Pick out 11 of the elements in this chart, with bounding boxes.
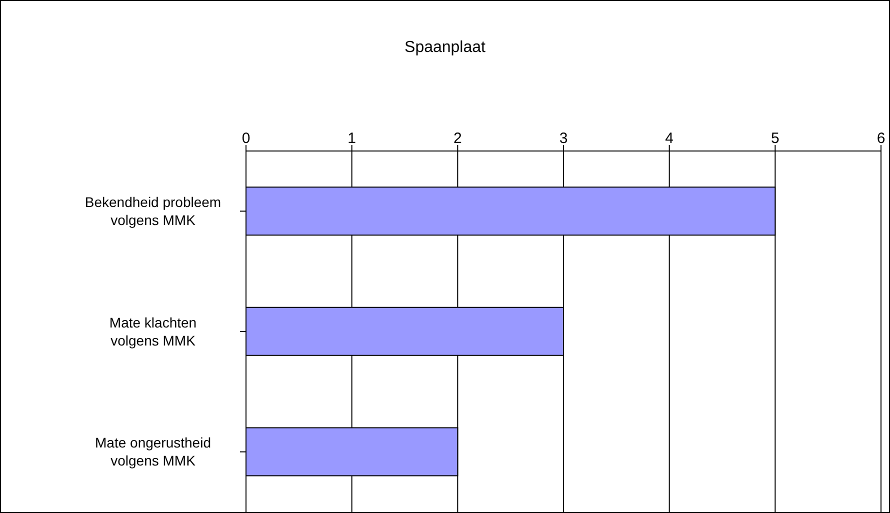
chart-title: Spaanplaat xyxy=(404,39,486,57)
y-tick-label: Mate ongerustheid volgens MMK xyxy=(95,434,211,469)
x-tick-label: 6 xyxy=(876,130,886,147)
x-tick-label: 5 xyxy=(770,130,780,147)
y-tick-label: Mate klachten volgens MMK xyxy=(109,314,197,348)
x-tick-label: 0 xyxy=(242,130,250,147)
x-tick-label: 1 xyxy=(348,130,356,147)
x-tick-label: 2 xyxy=(453,130,462,147)
y-tick-label: Bekendheid probleem volgens MMK xyxy=(84,194,222,228)
x-tick-label: 4 xyxy=(665,130,674,147)
x-tick-label: 3 xyxy=(559,130,568,147)
